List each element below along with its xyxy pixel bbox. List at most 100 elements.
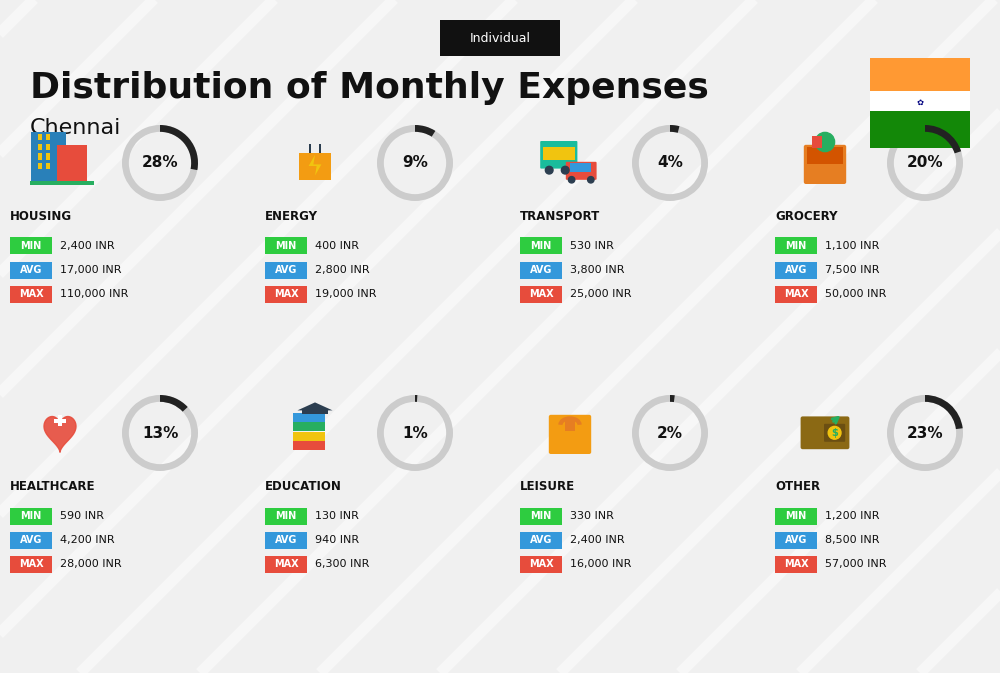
FancyBboxPatch shape — [309, 143, 311, 153]
FancyBboxPatch shape — [520, 285, 562, 302]
Text: 28,000 INR: 28,000 INR — [60, 559, 122, 569]
Wedge shape — [925, 125, 961, 153]
Text: AVG: AVG — [530, 265, 552, 275]
Circle shape — [815, 133, 835, 151]
FancyBboxPatch shape — [807, 147, 843, 164]
FancyBboxPatch shape — [265, 238, 307, 254]
Wedge shape — [160, 395, 188, 412]
FancyBboxPatch shape — [10, 285, 52, 302]
FancyBboxPatch shape — [570, 164, 591, 172]
FancyBboxPatch shape — [804, 145, 846, 184]
FancyBboxPatch shape — [299, 153, 331, 180]
FancyBboxPatch shape — [265, 507, 307, 524]
Text: GROCERY: GROCERY — [775, 209, 838, 223]
FancyBboxPatch shape — [46, 153, 50, 160]
Wedge shape — [632, 125, 708, 201]
Text: MIN: MIN — [530, 241, 552, 251]
Text: AVG: AVG — [785, 535, 807, 545]
Text: 6,300 INR: 6,300 INR — [315, 559, 369, 569]
Wedge shape — [670, 125, 679, 133]
Text: 25,000 INR: 25,000 INR — [570, 289, 632, 299]
Text: MIN: MIN — [20, 241, 42, 251]
FancyBboxPatch shape — [870, 111, 970, 148]
Polygon shape — [309, 155, 321, 176]
FancyBboxPatch shape — [58, 415, 62, 427]
Text: MAX: MAX — [784, 559, 808, 569]
Text: TRANSPORT: TRANSPORT — [520, 209, 600, 223]
FancyBboxPatch shape — [549, 415, 591, 454]
Circle shape — [828, 427, 841, 439]
Text: 1,100 INR: 1,100 INR — [825, 241, 879, 251]
FancyBboxPatch shape — [38, 153, 42, 160]
Text: 330 INR: 330 INR — [570, 511, 614, 521]
Text: AVG: AVG — [20, 265, 42, 275]
FancyBboxPatch shape — [38, 143, 42, 150]
Text: 940 INR: 940 INR — [315, 535, 359, 545]
Circle shape — [568, 176, 575, 183]
Text: HOUSING: HOUSING — [10, 209, 72, 223]
Text: 110,000 INR: 110,000 INR — [60, 289, 128, 299]
FancyBboxPatch shape — [775, 262, 817, 279]
Text: Individual: Individual — [470, 32, 530, 44]
Text: MIN: MIN — [275, 511, 297, 521]
FancyBboxPatch shape — [520, 507, 562, 524]
FancyBboxPatch shape — [319, 143, 321, 153]
Text: 16,000 INR: 16,000 INR — [570, 559, 631, 569]
Text: MIN: MIN — [530, 511, 552, 521]
Wedge shape — [160, 125, 198, 170]
Wedge shape — [415, 395, 417, 402]
Text: MAX: MAX — [274, 559, 298, 569]
Text: 2,800 INR: 2,800 INR — [315, 265, 370, 275]
Text: 530 INR: 530 INR — [570, 241, 614, 251]
FancyBboxPatch shape — [10, 532, 52, 548]
Circle shape — [545, 166, 553, 174]
Text: 1%: 1% — [402, 425, 428, 441]
FancyBboxPatch shape — [775, 507, 817, 524]
FancyBboxPatch shape — [10, 507, 52, 524]
Text: MIN: MIN — [275, 241, 297, 251]
FancyBboxPatch shape — [520, 238, 562, 254]
Text: 400 INR: 400 INR — [315, 241, 359, 251]
Wedge shape — [887, 395, 963, 471]
Text: 57,000 INR: 57,000 INR — [825, 559, 887, 569]
Polygon shape — [44, 417, 76, 452]
Text: 1,200 INR: 1,200 INR — [825, 511, 880, 521]
Text: 20%: 20% — [907, 155, 943, 170]
FancyBboxPatch shape — [520, 262, 562, 279]
Wedge shape — [122, 395, 198, 471]
FancyBboxPatch shape — [10, 238, 52, 254]
FancyBboxPatch shape — [46, 163, 50, 169]
Text: 19,000 INR: 19,000 INR — [315, 289, 376, 299]
Circle shape — [588, 176, 594, 183]
FancyBboxPatch shape — [31, 133, 66, 184]
Wedge shape — [632, 395, 708, 471]
Text: MAX: MAX — [19, 289, 43, 299]
Text: 3,800 INR: 3,800 INR — [570, 265, 624, 275]
Wedge shape — [887, 125, 963, 201]
FancyBboxPatch shape — [54, 419, 66, 423]
Text: 4%: 4% — [657, 155, 683, 170]
Text: ✿: ✿ — [916, 98, 923, 106]
FancyBboxPatch shape — [46, 134, 50, 141]
FancyBboxPatch shape — [10, 262, 52, 279]
FancyBboxPatch shape — [775, 532, 817, 548]
FancyBboxPatch shape — [265, 262, 307, 279]
Text: 50,000 INR: 50,000 INR — [825, 289, 886, 299]
FancyBboxPatch shape — [775, 238, 817, 254]
Text: AVG: AVG — [275, 535, 297, 545]
FancyBboxPatch shape — [870, 91, 970, 113]
FancyBboxPatch shape — [520, 532, 562, 548]
Wedge shape — [122, 125, 198, 201]
Text: 17,000 INR: 17,000 INR — [60, 265, 122, 275]
FancyBboxPatch shape — [38, 163, 42, 169]
Text: Distribution of Monthly Expenses: Distribution of Monthly Expenses — [30, 71, 709, 105]
Text: OTHER: OTHER — [775, 479, 820, 493]
Text: 2%: 2% — [657, 425, 683, 441]
Text: AVG: AVG — [275, 265, 297, 275]
FancyBboxPatch shape — [293, 432, 325, 441]
FancyBboxPatch shape — [520, 555, 562, 573]
Text: AVG: AVG — [530, 535, 552, 545]
FancyBboxPatch shape — [57, 145, 87, 184]
FancyBboxPatch shape — [566, 162, 597, 180]
Text: ENERGY: ENERGY — [265, 209, 318, 223]
